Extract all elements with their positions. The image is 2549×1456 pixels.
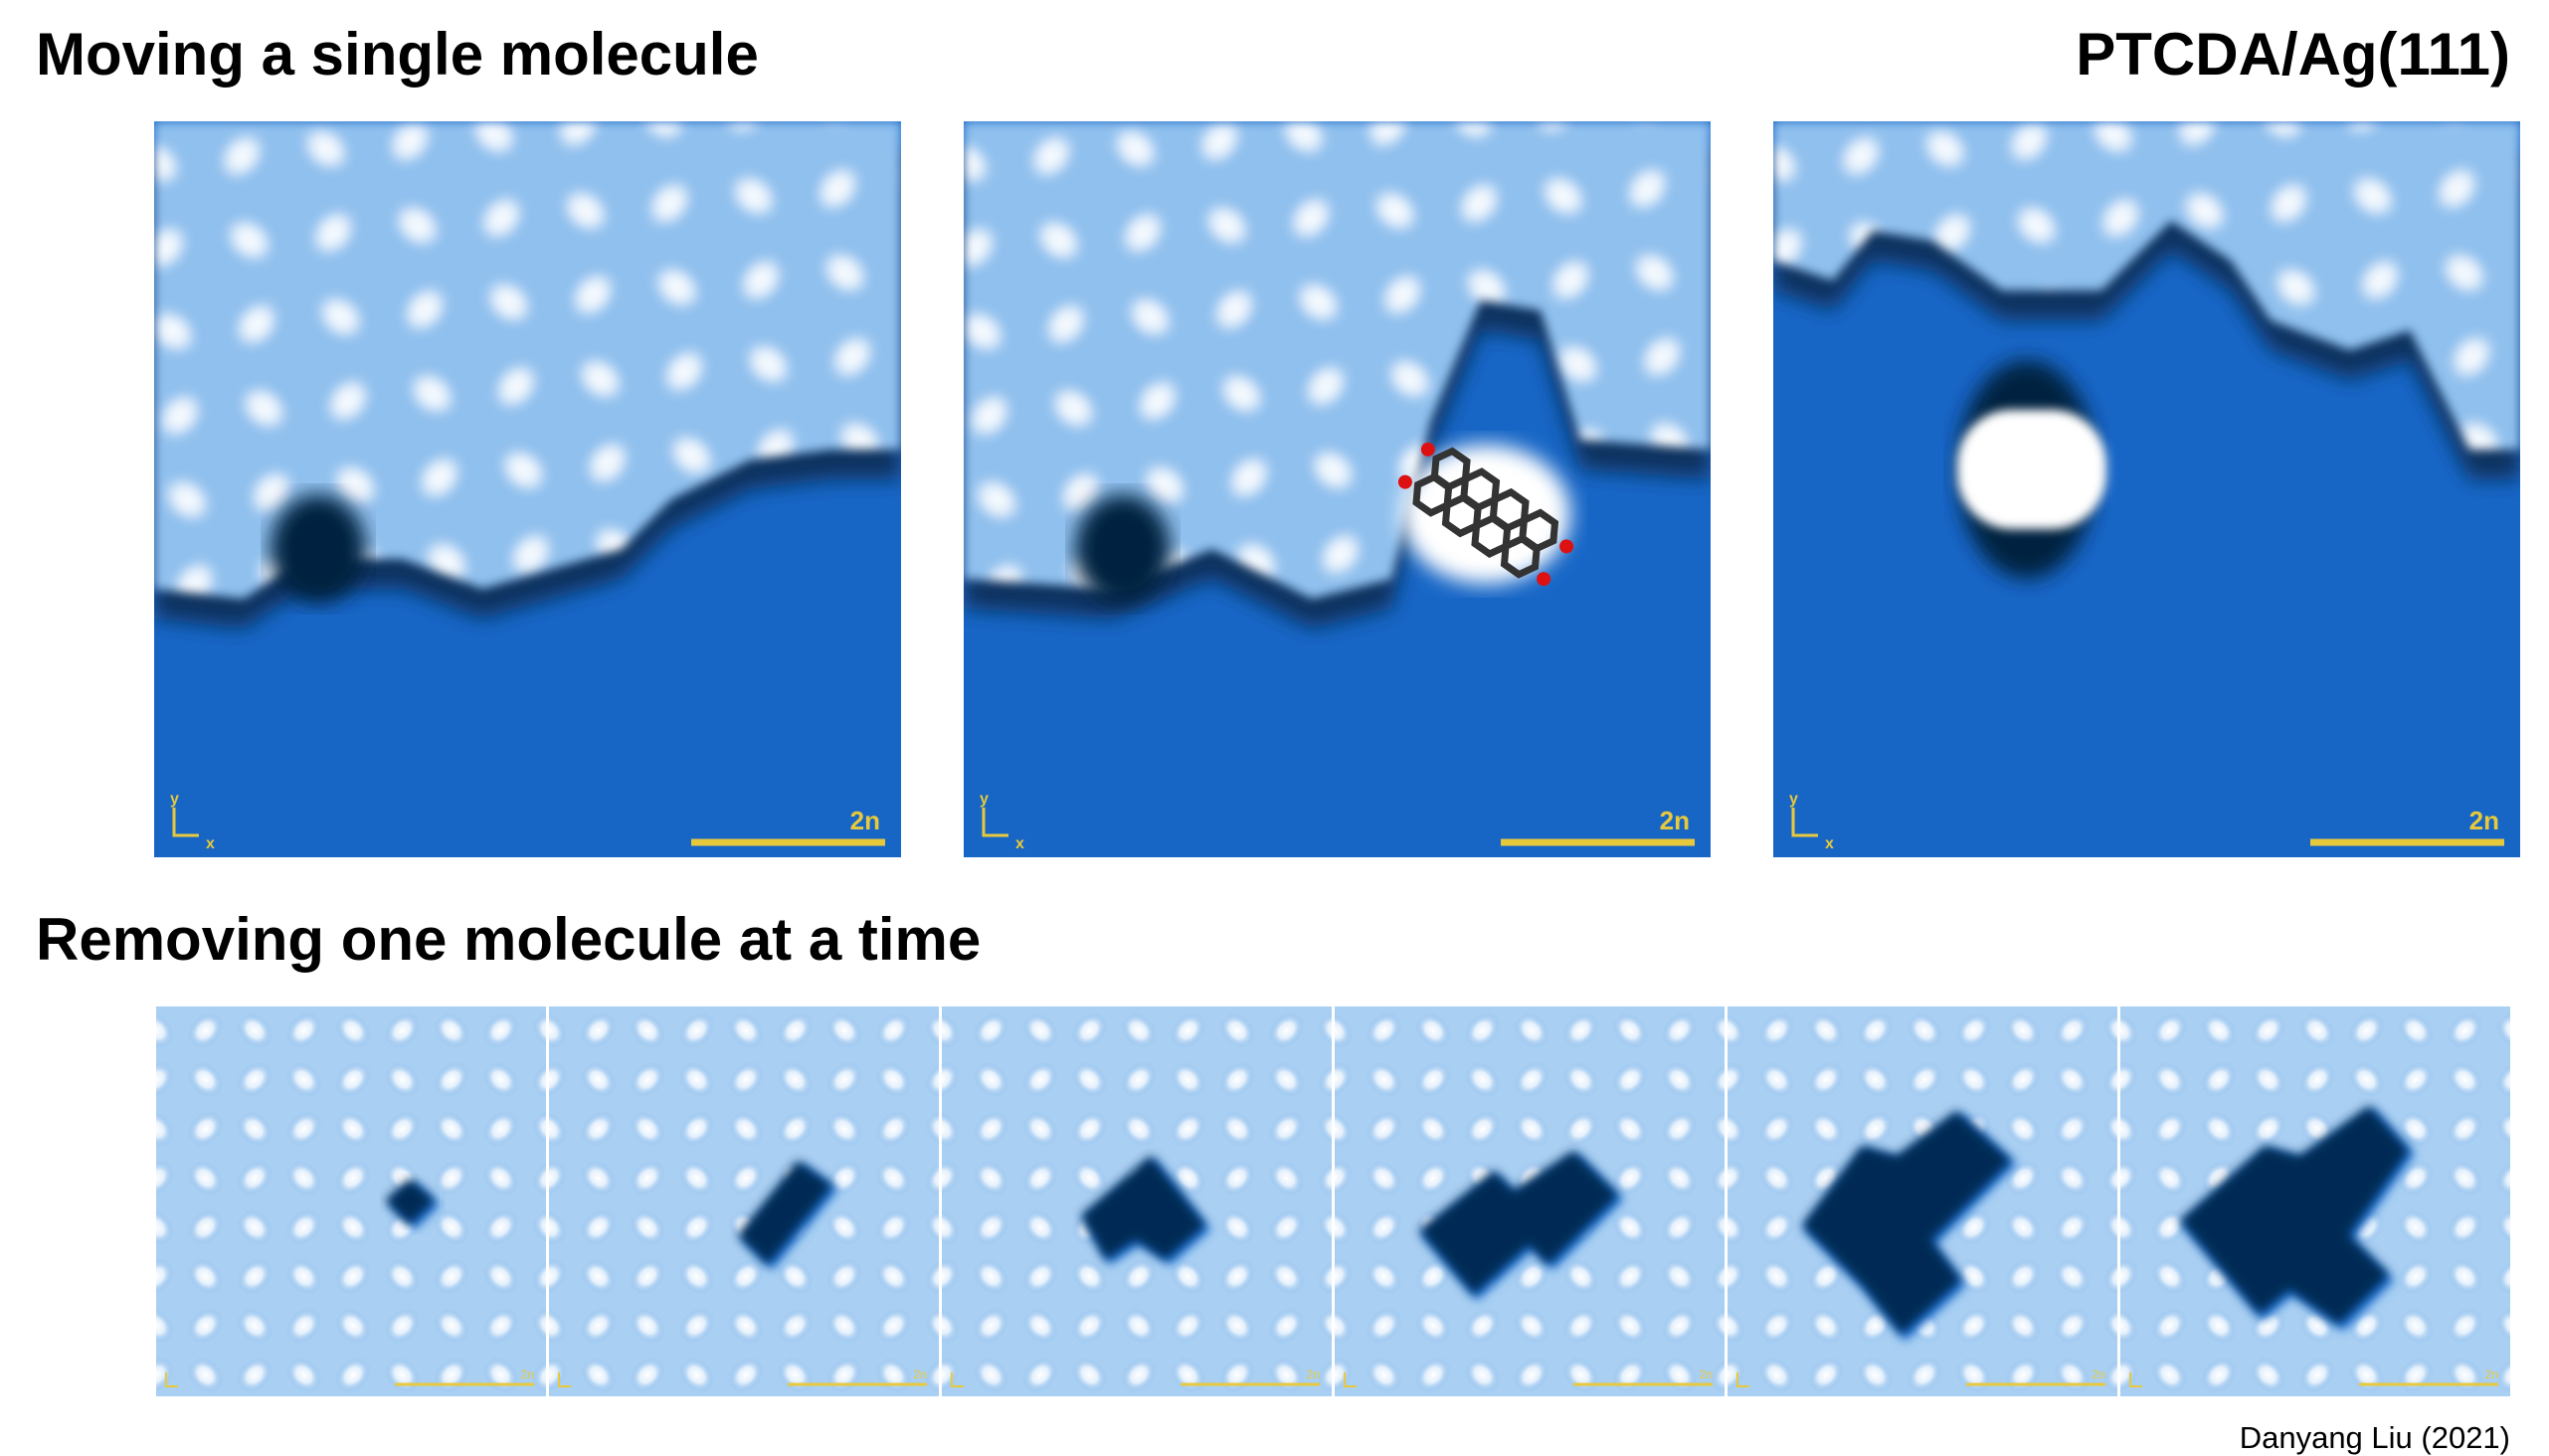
lattice [156, 1006, 546, 1396]
axis-x-label: x [206, 835, 215, 852]
vacancy [1075, 494, 1171, 604]
molecule [1957, 410, 2106, 529]
axis-y-label: y [980, 791, 989, 808]
axis-y-label: y [170, 791, 179, 808]
scale-label: 2n [914, 1367, 927, 1381]
stm-image: 2n [156, 1006, 546, 1396]
lattice [549, 1006, 939, 1396]
scale-label: 2n [2485, 1367, 2498, 1381]
axis-y-label: y [1789, 791, 1798, 808]
stm-image: y x 2n [154, 121, 901, 857]
scale-label: 2n [521, 1367, 534, 1381]
credit: Danyang Liu (2021) [2240, 1420, 2510, 1456]
scale-label: 2n [2469, 806, 2499, 835]
axis-x-label: x [1015, 835, 1024, 852]
stm-image: 2n [1728, 1006, 2117, 1396]
sample-label: PTCDA/Ag(111) [2076, 25, 2510, 85]
vacancy [271, 494, 366, 604]
axis-x-label: x [1825, 835, 1834, 852]
stm-image: 2n [549, 1006, 939, 1396]
stm-image: y x 2n [964, 121, 1711, 857]
stm-image: 2n [2120, 1006, 2510, 1396]
scale-label: 2n [2093, 1367, 2105, 1381]
stm-image: y x 2n [1773, 121, 2520, 857]
stm-image: 2n [942, 1006, 1332, 1396]
scale-label: 2n [1307, 1367, 1320, 1381]
title: Moving a single molecule [36, 25, 759, 85]
scale-label: 2n [850, 806, 880, 835]
slide: Moving a single molecule PTCDA/Ag(111) R… [0, 0, 2549, 1450]
scale-label: 2n [1660, 806, 1690, 835]
stm-image: 2n [1335, 1006, 1725, 1396]
scale-label: 2n [1700, 1367, 1713, 1381]
section-title: Removing one molecule at a time [36, 910, 981, 970]
